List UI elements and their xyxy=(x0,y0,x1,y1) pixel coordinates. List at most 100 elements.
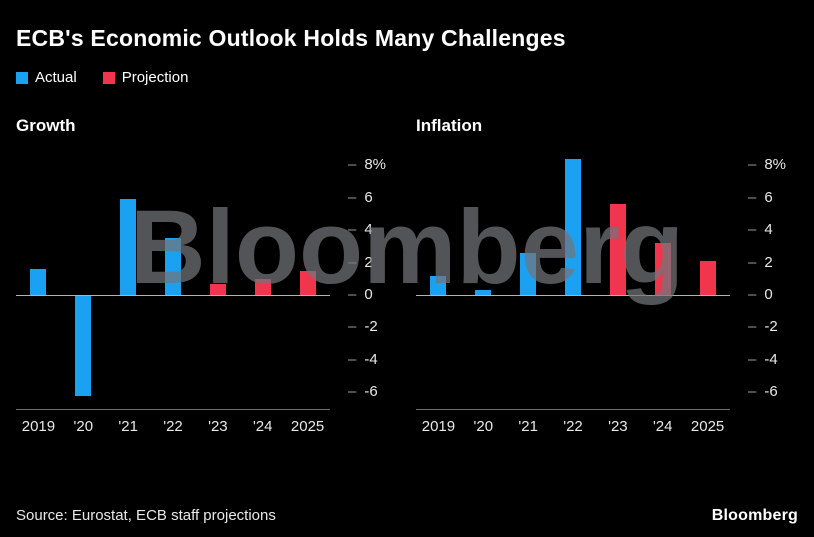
y-tick-growth: – -6 xyxy=(348,383,378,401)
x-label: 2025 xyxy=(290,418,325,435)
legend: Actual Projection xyxy=(16,69,188,86)
tick-label: 8% xyxy=(364,156,387,174)
y-tick-inflation: – -2 xyxy=(748,318,778,336)
chart-title: ECB's Economic Outlook Holds Many Challe… xyxy=(16,25,566,51)
tick-mark: – xyxy=(748,350,757,368)
tick-mark: – xyxy=(748,156,757,174)
bar-inflation-2019 xyxy=(430,275,447,295)
bar-growth-2025 xyxy=(299,270,316,295)
bar-inflation-24 xyxy=(654,243,671,295)
y-tick-inflation: –2 xyxy=(748,254,773,272)
footer: Source: Eurostat, ECB staff projections … xyxy=(16,507,798,525)
zero-line xyxy=(416,295,730,296)
bar-growth-22 xyxy=(165,238,181,295)
legend-label: Actual xyxy=(35,69,77,86)
x-axis-growth: 2019 '20 '21 '22 '23 '24 2025 xyxy=(16,418,330,435)
x-label: '22 xyxy=(563,418,583,435)
tick-label: 6 xyxy=(364,188,373,206)
y-tick-growth: –6 xyxy=(348,189,373,207)
tick-mark: – xyxy=(348,156,357,174)
y-tick-growth: – -2 xyxy=(348,318,378,336)
bar-growth-24 xyxy=(254,278,271,295)
tick-mark: – xyxy=(348,350,357,368)
plot-growth: –8% –6–4–2–0– -2– -4– -6 xyxy=(16,150,398,410)
y-tick-inflation: – -6 xyxy=(748,383,778,401)
source-text: Source: Eurostat, ECB staff projections xyxy=(16,507,276,524)
x-axis-line xyxy=(16,409,330,410)
x-axis-inflation: 2019 '20 '21 '22 '23 '24 2025 xyxy=(416,418,730,435)
panel-growth: Growth –8% –6–4–2–0– -2– -4– -6 2019'20'21'22 '… xyxy=(16,116,398,435)
tick-mark: – xyxy=(748,253,757,271)
x-label: '24 xyxy=(652,418,673,435)
tick-label: 0 xyxy=(764,286,773,303)
x-label: '23 xyxy=(208,418,228,435)
tick-label: -2 xyxy=(764,318,778,336)
panel-inflation: Inflation –8% –6–4–2–0– -2– -4– -6 2019'20'21 '… xyxy=(416,116,798,435)
tick-mark: – xyxy=(748,318,757,336)
y-tick-inflation: –8% xyxy=(748,156,786,174)
x-label: '23 xyxy=(608,418,628,435)
tick-mark: – xyxy=(348,286,357,303)
bar-inflation-2025 xyxy=(699,260,716,295)
tick-label: 6 xyxy=(764,188,773,206)
charts-row: Growth –8% –6–4–2–0– -2– -4– -6 2019'20'21'22 '… xyxy=(16,116,798,435)
y-tick-inflation: – -4 xyxy=(748,351,778,369)
tick-mark: – xyxy=(348,383,357,401)
x-label: 2025 xyxy=(690,418,725,435)
legend-label: Projection xyxy=(121,69,189,86)
tick-mark: – xyxy=(748,383,757,401)
tick-label: 8% xyxy=(764,156,787,174)
x-label: '24 xyxy=(252,418,273,435)
tick-label: 4 xyxy=(364,221,373,239)
tick-mark: – xyxy=(348,221,357,239)
tick-label: -6 xyxy=(364,383,378,401)
bar-inflation-22 xyxy=(565,158,581,295)
legend-swatch-actual xyxy=(16,71,28,84)
x-axis-line xyxy=(416,409,730,410)
tick-label: 2 xyxy=(764,253,773,271)
bloomberg-logo: Bloomberg xyxy=(711,507,798,524)
x-label: '20 xyxy=(473,418,494,435)
x-label: '20 xyxy=(73,418,94,435)
plot-inflation: –8% –6–4–2–0– -2– -4– -6 xyxy=(416,150,798,410)
legend-item-actual: Actual xyxy=(16,69,77,86)
tick-label: -4 xyxy=(764,350,778,368)
bar-growth-23 xyxy=(209,283,226,295)
y-tick-growth: –8% xyxy=(348,156,386,174)
panel-title-inflation: Inflation xyxy=(416,116,483,135)
tick-mark: – xyxy=(748,188,757,206)
tick-label: -6 xyxy=(764,383,778,401)
tick-label: -4 xyxy=(364,350,378,368)
bar-inflation-23 xyxy=(609,204,626,295)
y-tick-growth: –2 xyxy=(348,254,373,272)
legend-item-projection: Projection xyxy=(102,69,189,86)
tick-label: 2 xyxy=(364,253,373,271)
x-label: 2019 xyxy=(21,418,56,435)
y-tick-inflation: –0 xyxy=(748,286,773,304)
tick-mark: – xyxy=(348,318,357,336)
zero-line xyxy=(16,295,330,296)
x-label: 2019 xyxy=(421,418,456,435)
tick-label: 4 xyxy=(764,221,773,239)
bar-inflation-20 xyxy=(475,290,492,295)
tick-mark: – xyxy=(348,188,357,206)
bar-growth-20 xyxy=(75,296,92,397)
tick-label: -2 xyxy=(364,318,378,336)
bar-growth-2019 xyxy=(30,269,47,295)
y-tick-growth: – -4 xyxy=(348,351,378,369)
tick-mark: – xyxy=(348,253,357,271)
tick-mark: – xyxy=(748,221,757,239)
legend-swatch-projection xyxy=(102,71,115,84)
bar-growth-21 xyxy=(120,199,137,295)
x-label: '21 xyxy=(518,418,538,435)
y-tick-inflation: –4 xyxy=(748,221,773,239)
x-label: '22 xyxy=(163,418,183,435)
tick-label: 0 xyxy=(364,286,373,303)
bar-inflation-21 xyxy=(520,252,537,295)
tick-mark: – xyxy=(748,286,757,303)
y-tick-inflation: –6 xyxy=(748,189,773,207)
y-tick-growth: –0 xyxy=(348,286,373,304)
panel-title-growth: Growth xyxy=(16,116,76,135)
y-tick-growth: –4 xyxy=(348,221,373,239)
